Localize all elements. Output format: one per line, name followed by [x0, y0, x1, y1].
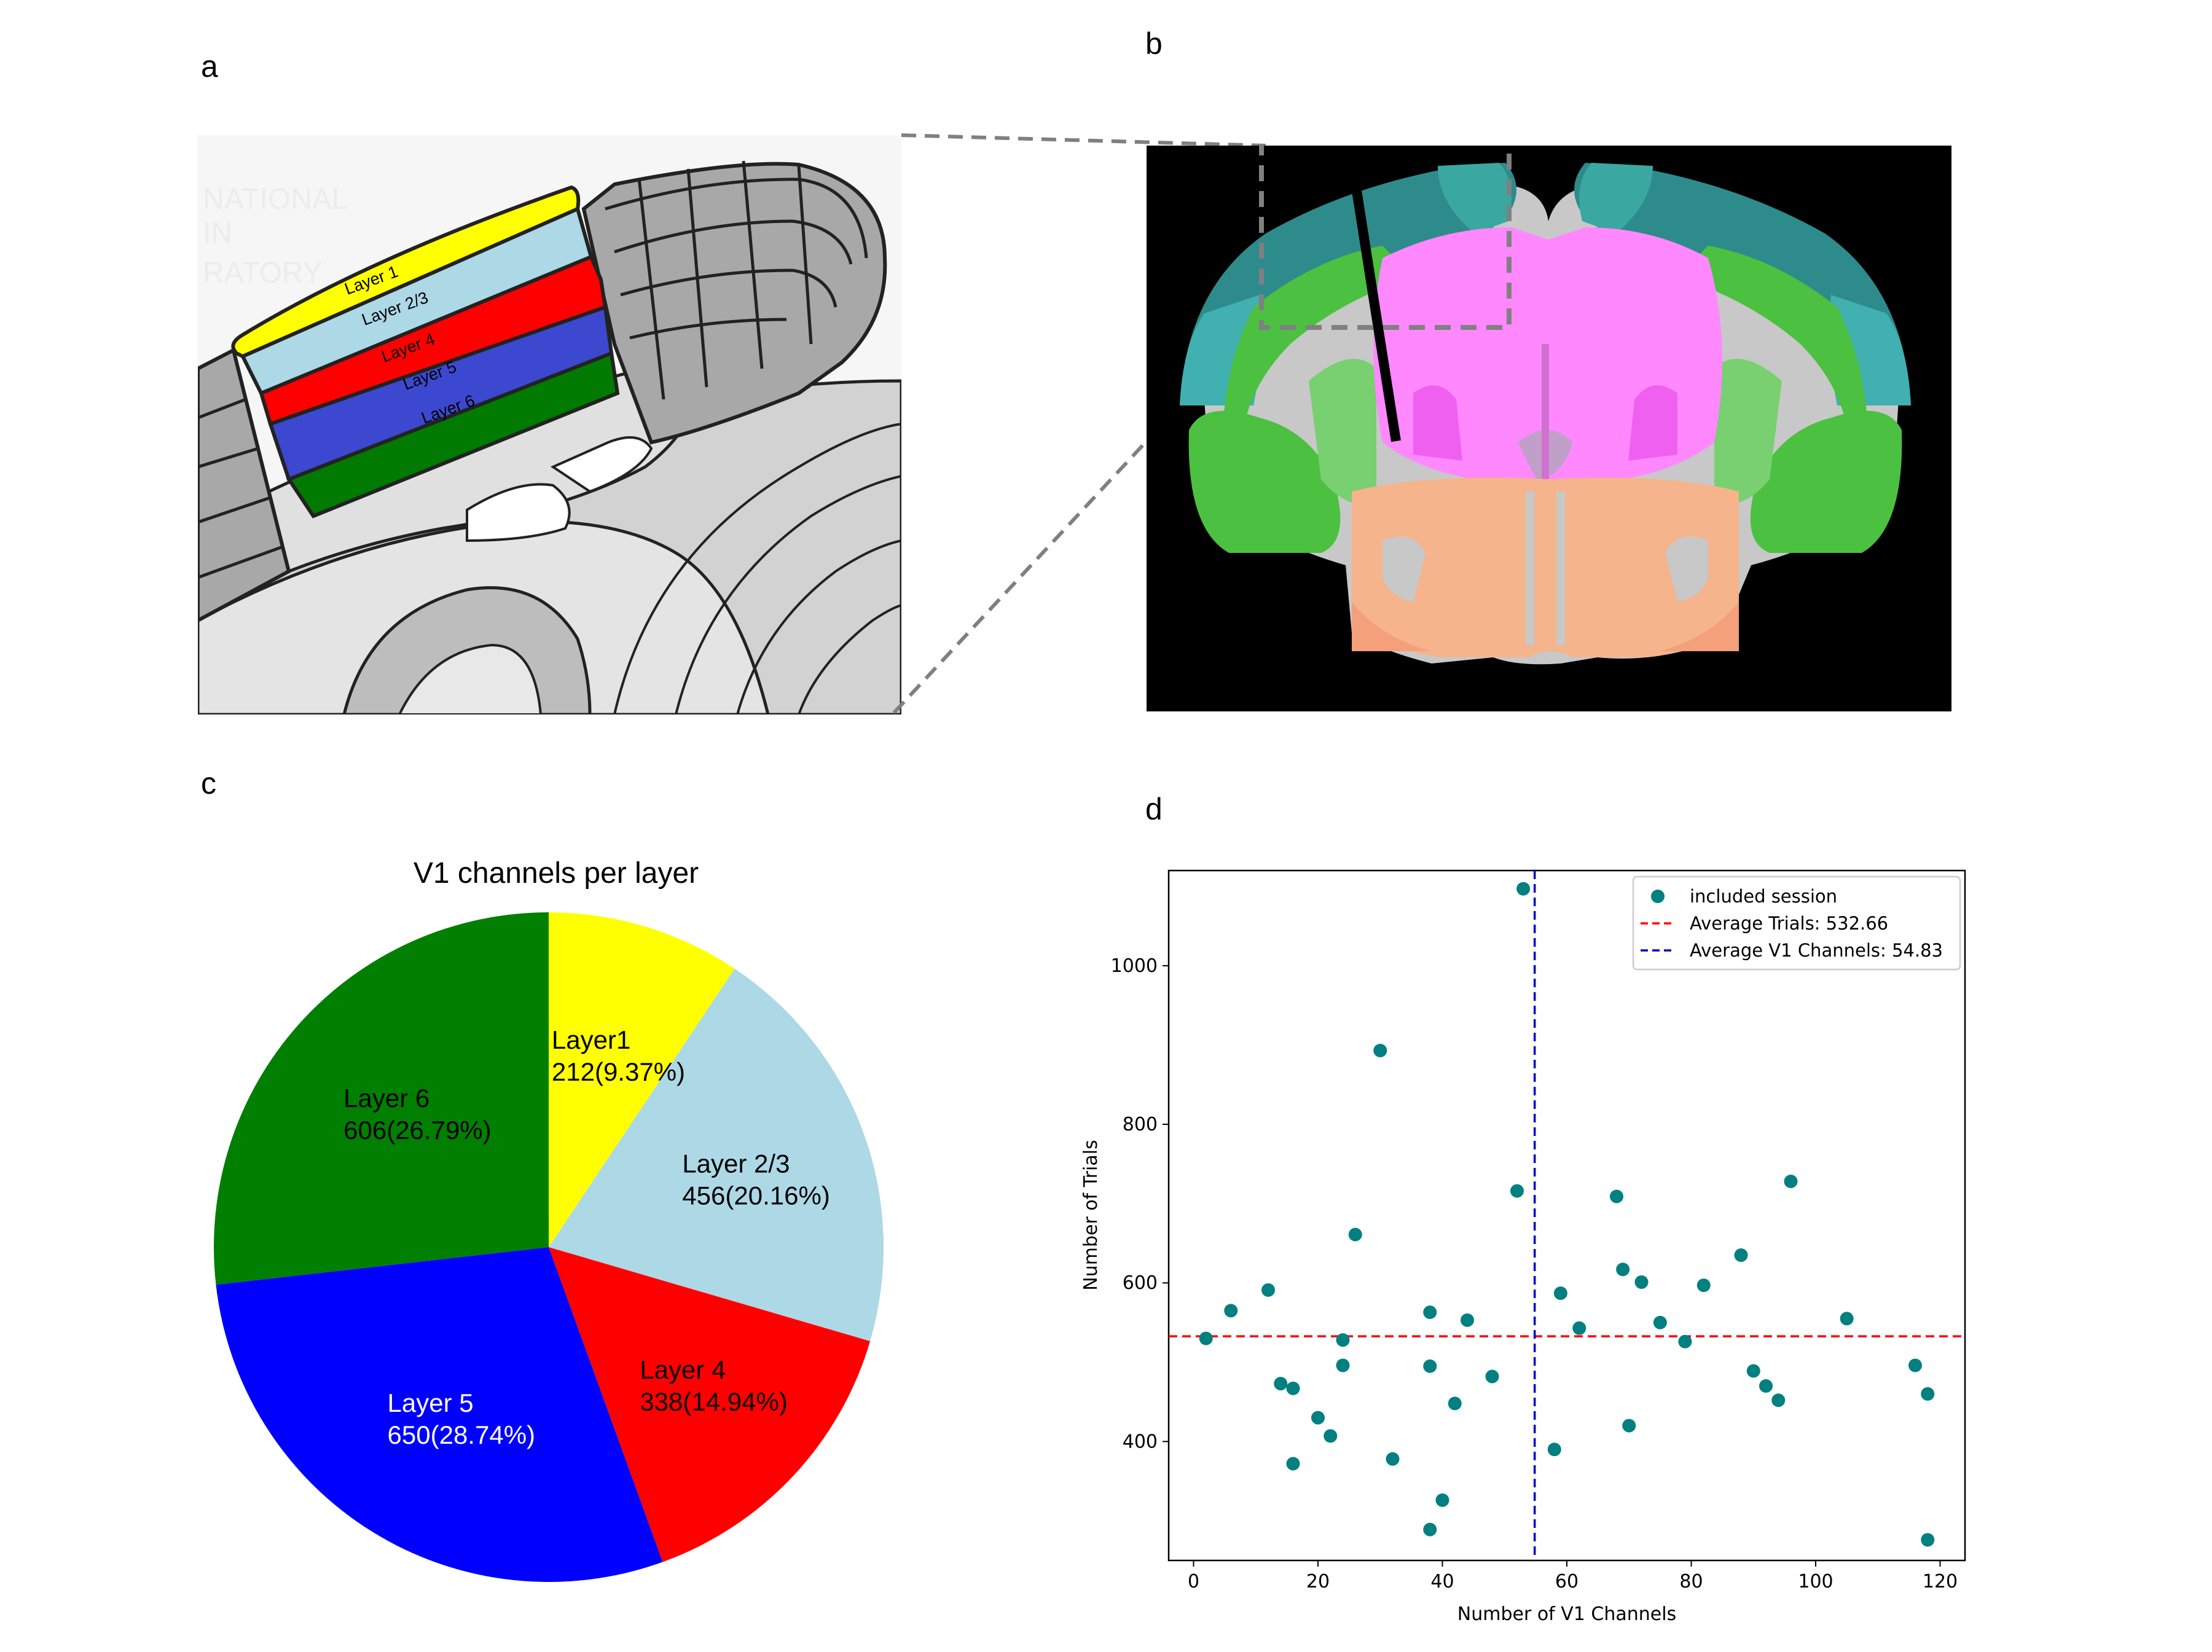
pie-label-layer-5: Layer 5 [388, 1388, 474, 1417]
pie-slices [214, 912, 884, 1583]
x-tick-label: 40 [1430, 1571, 1454, 1592]
zoom-connector-top [901, 133, 1266, 147]
pie-label-layer-6: Layer 6 [343, 1084, 429, 1113]
session-point [1336, 1333, 1350, 1347]
watermark-line-1: NATIONAL [203, 183, 348, 216]
scatter-points [1199, 882, 1935, 1547]
session-point [1423, 1359, 1437, 1373]
panel-letter-c: c [201, 766, 216, 801]
pie-value-layer1: 212(9.37%) [552, 1057, 685, 1086]
x-tick-label: 60 [1555, 1571, 1579, 1592]
session-point [1784, 1174, 1798, 1188]
session-point [1423, 1522, 1437, 1537]
session-point [1224, 1304, 1238, 1318]
panel-a-illustration: NATIONAL IN RATORY Layer 1 Layer 2/3 [198, 135, 901, 714]
session-point [1448, 1396, 1462, 1411]
session-point [1653, 1315, 1667, 1329]
session-point [1908, 1358, 1922, 1372]
pie-labels: Layer1 212(9.37%) Layer 2/3 456(20.16%) Laye… [343, 1025, 830, 1449]
session-point [1516, 882, 1531, 896]
session-point [1547, 1443, 1561, 1457]
session-point [1274, 1377, 1288, 1391]
session-point [1616, 1262, 1630, 1277]
session-point [1461, 1313, 1474, 1327]
session-point [1286, 1457, 1300, 1471]
pie-value-layer-2-3: 456(20.16%) [682, 1181, 830, 1210]
session-point [1921, 1387, 1935, 1401]
session-point [1485, 1369, 1499, 1384]
session-point [1734, 1248, 1748, 1262]
y-tick-label: 400 [1123, 1431, 1158, 1452]
session-point [1572, 1321, 1586, 1335]
session-point [1199, 1331, 1213, 1345]
legend-label-avg-channels: Average V1 Channels: 54.83 [1690, 940, 1943, 961]
session-point [1921, 1533, 1935, 1547]
legend-label-session: included session [1690, 886, 1837, 907]
pie-slice-layer-2-3 [549, 968, 884, 1342]
x-tick-label: 100 [1798, 1571, 1833, 1592]
pie-label-layer1: Layer1 [552, 1025, 630, 1054]
x-tick-label: 20 [1306, 1571, 1330, 1592]
x-tick-label: 80 [1679, 1571, 1703, 1592]
legend: included session Average Trials: 532.66 … [1632, 875, 1961, 971]
session-point [1348, 1227, 1362, 1242]
pie-value-layer-5: 650(28.74%) [388, 1420, 536, 1449]
y-axis-label: Number of Trials [1080, 1140, 1102, 1290]
pie-slice-layer1 [549, 912, 735, 1247]
pie-value-layer-4: 338(14.94%) [640, 1387, 788, 1416]
x-axis-label: Number of V1 Channels [1457, 1603, 1676, 1625]
pie-title: V1 channels per layer [414, 857, 699, 890]
session-point [1435, 1493, 1449, 1507]
legend-label-avg-trials: Average Trials: 532.66 [1690, 913, 1888, 934]
session-point [1678, 1334, 1692, 1349]
session-point [1759, 1379, 1773, 1393]
session-point [1423, 1305, 1437, 1319]
legend-box [1632, 875, 1961, 971]
watermark-line-2: IN [203, 217, 232, 249]
session-point [1373, 1044, 1387, 1058]
session-point [1840, 1312, 1854, 1326]
panel-letter-d: d [1145, 792, 1163, 826]
session-point [1746, 1364, 1760, 1378]
legend-marker-session [1651, 890, 1665, 903]
axis-ticks: 0 20 40 60 80 100 120 400 600 800 1000 [1111, 955, 1958, 1592]
session-point [1696, 1278, 1711, 1293]
pie-slice-layer-4 [549, 1247, 871, 1562]
session-point [1311, 1411, 1325, 1425]
session-point [1771, 1393, 1786, 1407]
pie-chart: V1 channels per layer Layer1212(9.37%)La… [214, 857, 884, 1583]
session-point [1261, 1283, 1275, 1297]
zoom-box [1259, 146, 1512, 330]
y-tick-label: 600 [1123, 1272, 1158, 1294]
panel-letter-a: a [201, 49, 218, 84]
y-tick-label: 800 [1123, 1114, 1158, 1135]
pie-slice-layer-5 [216, 1247, 663, 1583]
session-point [1553, 1286, 1567, 1300]
session-point [1610, 1189, 1623, 1204]
session-point [1386, 1452, 1400, 1466]
average-lines [1169, 871, 1965, 1560]
session-point [1510, 1184, 1524, 1198]
session-point [1324, 1429, 1338, 1443]
layer1-band [231, 185, 581, 359]
x-tick-label: 120 [1923, 1571, 1958, 1592]
pie-label-layer-4: Layer 4 [640, 1355, 726, 1384]
pie-label-layer-2-3: Layer 2/3 [682, 1149, 790, 1178]
y-tick-label: 1000 [1111, 955, 1158, 977]
scatter-chart: 0 20 40 60 80 100 120 400 600 800 1000 Number of V… [1080, 869, 1966, 1625]
session-point [1634, 1275, 1649, 1289]
session-point [1286, 1381, 1300, 1395]
pie-slice-layer-6 [214, 912, 549, 1285]
watermark-line-3: RATORY [203, 257, 323, 289]
pie-value-layer-6: 606(26.79%) [343, 1116, 492, 1145]
panel-letter-b: b [1145, 26, 1163, 61]
probe-track [1351, 182, 1401, 442]
session-point [1336, 1358, 1350, 1372]
x-tick-label: 0 [1188, 1571, 1199, 1592]
plot-frame [1167, 869, 1966, 1562]
session-point [1622, 1419, 1636, 1433]
panel-b-atlas [1147, 146, 1951, 711]
